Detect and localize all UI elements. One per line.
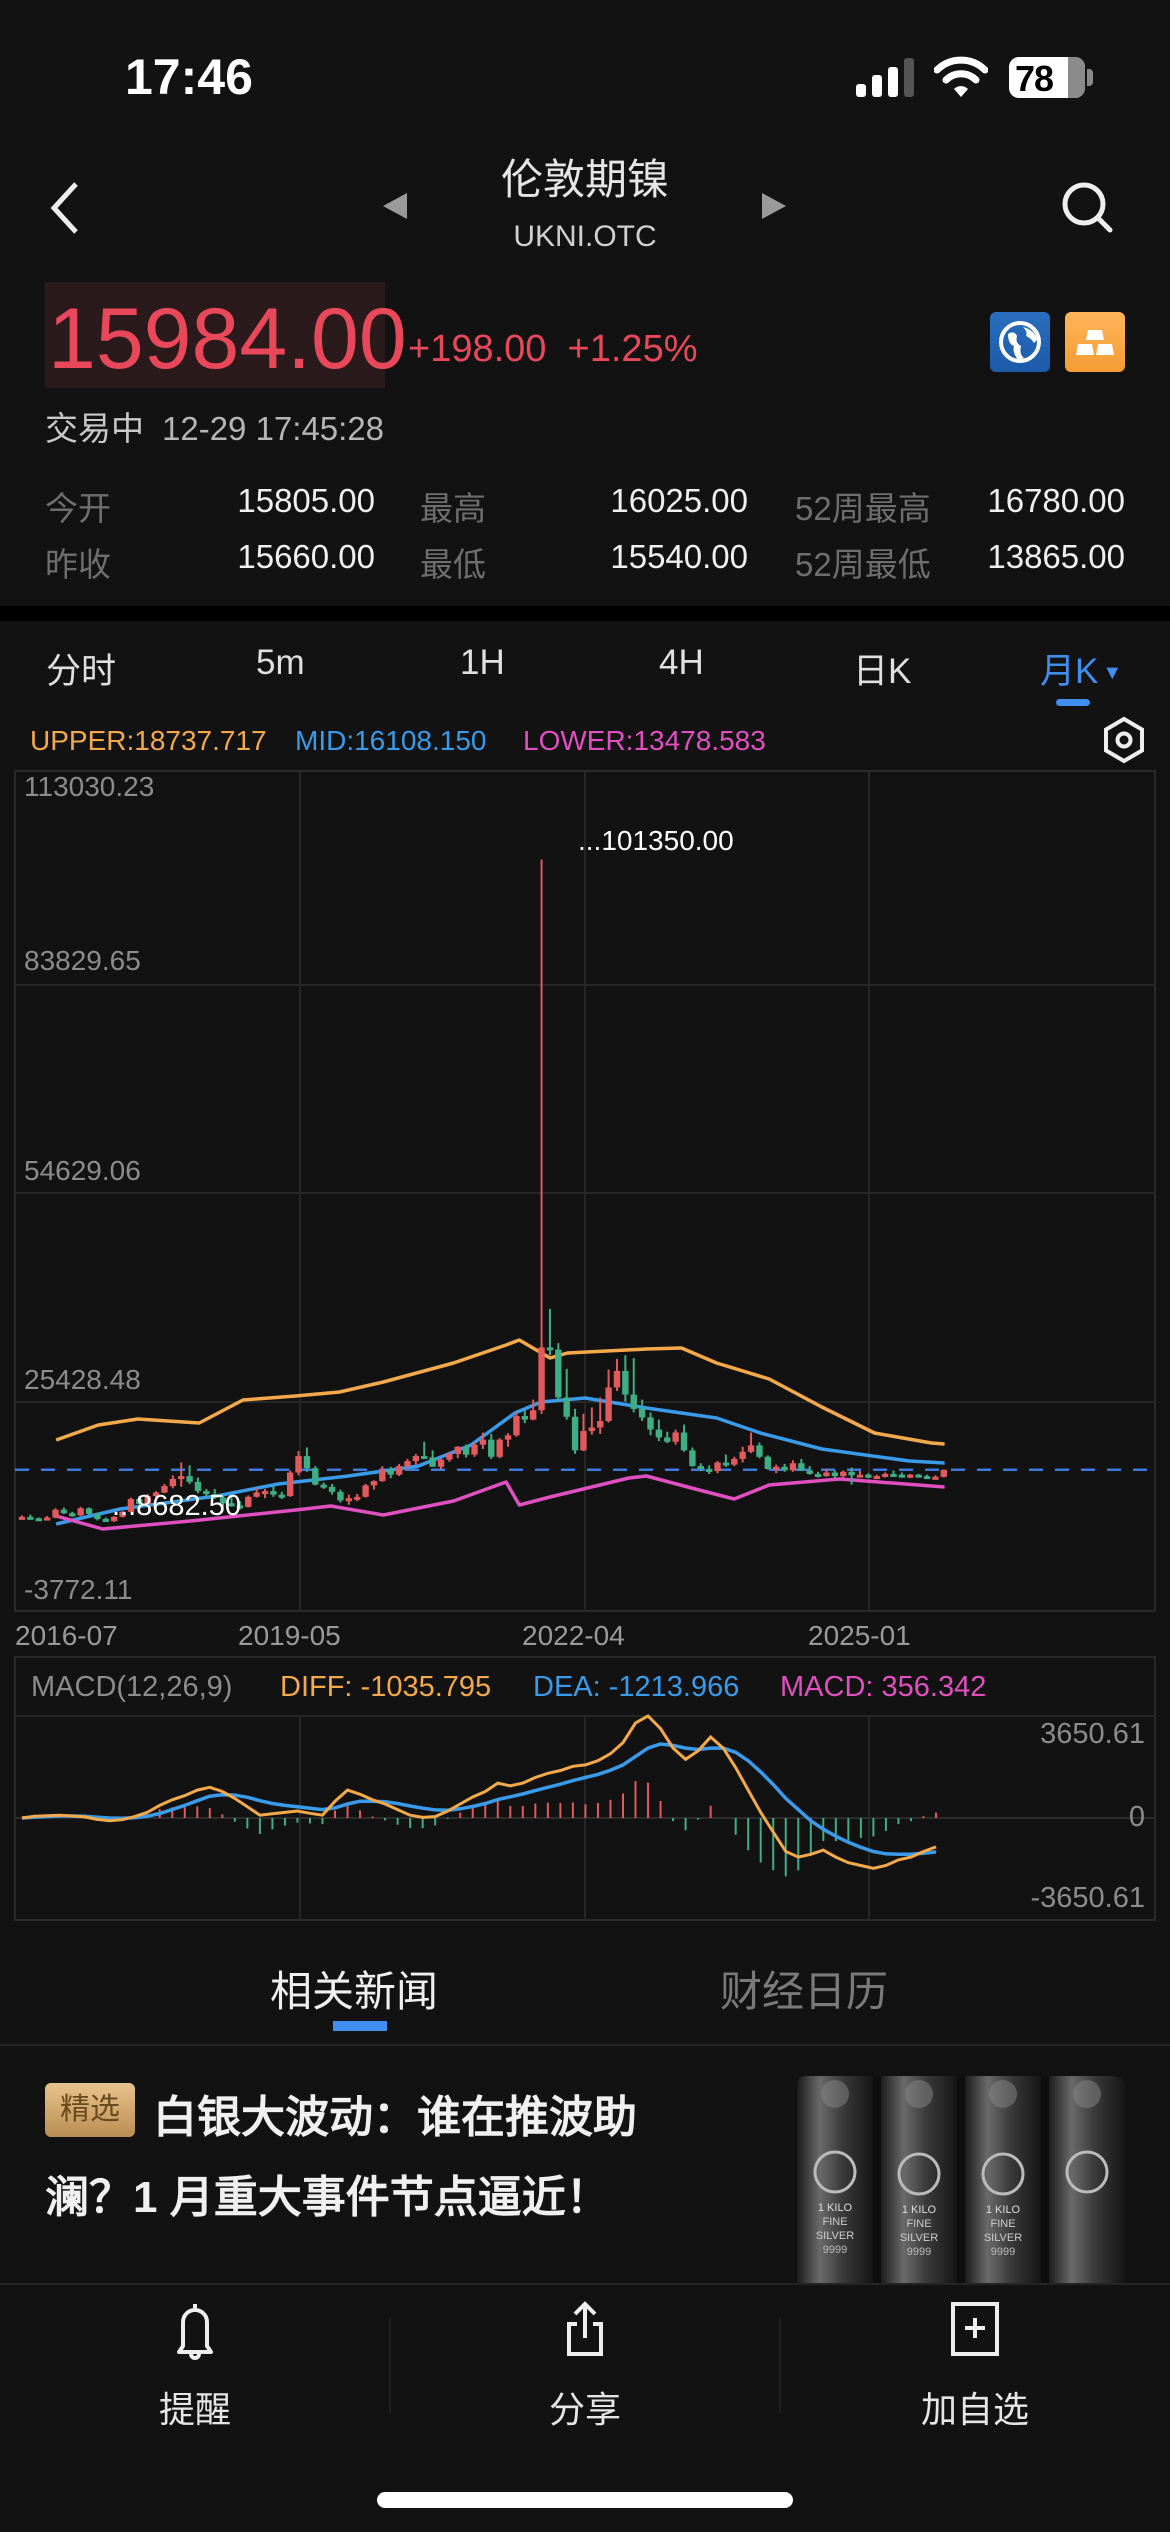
y-tick-label: 54629.06 (24, 1155, 141, 1186)
boll-lower-legend: LOWER:13478.583 (523, 725, 766, 756)
x-tick-label: 2025-01 (808, 1620, 911, 1651)
share-label: 分享 (548, 2389, 621, 2430)
max-price-annotation: ...101350.00 (578, 825, 734, 856)
add-watchlist-icon (951, 2302, 999, 2356)
instrument-title: 伦敦期镍 (500, 156, 669, 203)
section-divider (0, 606, 1170, 621)
period-tab-monthly[interactable]: 月K ▼ (1040, 643, 1122, 694)
x-tick-label: 2022-04 (522, 1620, 625, 1651)
stat-label-high: 最高 (420, 490, 486, 527)
add-watchlist-label: 加自选 (920, 2389, 1029, 2430)
stat-value-low: 15540.00 (610, 538, 748, 575)
svg-text:9999: 9999 (823, 2244, 847, 2256)
boll-upper-legend: UPPER:18737.717 (30, 725, 267, 756)
news-thumbnail[interactable]: 1 KILO 1 KILO 1 KILO FINE FINE FINE SILV… (795, 2076, 1125, 2283)
macd-title: MACD(12,26,9) (31, 1671, 233, 1703)
stat-label-prev-close: 昨收 (45, 546, 111, 583)
previous-instrument-arrow-icon[interactable] (383, 193, 407, 219)
svg-text:FINE: FINE (906, 2218, 931, 2230)
home-indicator[interactable] (377, 2492, 793, 2508)
period-tab-4h[interactable]: 4H (659, 643, 704, 682)
macd-value-legend: MACD: 356.342 (780, 1671, 987, 1703)
svg-text:9999: 9999 (907, 2246, 931, 2258)
featured-badge: 精选 (45, 2083, 135, 2137)
macd-dea-legend: DEA: -1213.966 (533, 1671, 740, 1703)
x-tick-label: 2016-07 (15, 1620, 118, 1651)
stat-value-open: 15805.00 (237, 482, 375, 519)
period-tab-monthly-label: 月K (1040, 652, 1099, 691)
change-percent: +1.25% (567, 328, 698, 370)
bottom-divider (779, 2318, 781, 2413)
news-tab-calendar[interactable]: 财经日历 (720, 1968, 889, 2015)
stat-value-52w-low: 13865.00 (987, 538, 1125, 575)
svg-text:SILVER: SILVER (984, 2232, 1022, 2244)
svg-text:9999: 9999 (991, 2246, 1015, 2258)
stat-label-open: 今开 (45, 490, 111, 527)
battery-level: 78 (1015, 58, 1054, 98)
news-divider (0, 2044, 1170, 2046)
price-change: +198.00 +1.25% (408, 328, 698, 371)
svg-text:1 KILO: 1 KILO (902, 2204, 937, 2216)
stat-label-low: 最低 (420, 546, 486, 583)
change-value: +198.00 (408, 328, 547, 370)
macd-y-tick: 0 (1128, 1801, 1145, 1833)
stat-value-prev-close: 15660.00 (237, 538, 375, 575)
cellular-signal-icon (856, 58, 914, 97)
y-tick-label: 25428.48 (24, 1364, 141, 1395)
market-status: 交易中 12-29 17:45:28 (45, 402, 384, 450)
period-tab-1h[interactable]: 1H (460, 643, 505, 682)
globe-market-icon[interactable] (990, 312, 1050, 372)
macd-y-tick: -3650.61 (1030, 1882, 1146, 1914)
boll-mid-legend: MID:16108.150 (295, 725, 487, 756)
bell-icon (177, 2304, 213, 2360)
bottom-divider (389, 2318, 391, 2413)
share-button[interactable]: 分享 (390, 2300, 780, 2433)
news-tab-related[interactable]: 相关新闻 (270, 1968, 439, 2015)
stat-value-52w-high: 16780.00 (987, 482, 1125, 519)
min-price-annotation: ...8682.50 (112, 1490, 241, 1522)
stat-value-high: 16025.00 (610, 482, 748, 519)
battery-icon: 78 (1009, 57, 1085, 98)
alert-label: 提醒 (158, 2389, 231, 2430)
status-time: 17:46 (125, 49, 253, 105)
quote-timestamp: 12-29 17:45:28 (162, 410, 385, 447)
svg-text:SILVER: SILVER (816, 2230, 854, 2242)
stat-label-52w-low: 52周最低 (795, 546, 931, 583)
last-price: 15984.00 (48, 291, 407, 387)
instrument-symbol: UKNI.OTC (513, 220, 657, 253)
dropdown-caret-icon: ▼ (1102, 662, 1123, 685)
search-icon[interactable] (1060, 180, 1116, 236)
period-tab-intraday[interactable]: 分时 (46, 652, 117, 691)
battery-nub (1087, 69, 1093, 86)
back-chevron-icon[interactable] (44, 178, 88, 238)
svg-text:FINE: FINE (990, 2218, 1015, 2230)
wifi-icon (934, 56, 988, 97)
svg-text:FINE: FINE (822, 2216, 847, 2228)
thumb-text: 1 KILO (818, 2202, 853, 2214)
y-tick-label: 83829.65 (24, 945, 141, 976)
macd-diff-legend: DIFF: -1035.795 (280, 1671, 492, 1703)
candlestick-chart[interactable] (0, 0, 1170, 1700)
gold-bars-icon[interactable] (1065, 312, 1125, 372)
x-tick-label: 2019-05 (238, 1620, 341, 1651)
macd-chart[interactable] (0, 0, 1170, 1930)
macd-y-tick: 3650.61 (1040, 1718, 1145, 1750)
period-tab-5m[interactable]: 5m (256, 643, 305, 682)
chart-settings-icon[interactable] (1100, 716, 1148, 764)
period-tab-daily[interactable]: 日K (853, 652, 912, 691)
svg-text:1 KILO: 1 KILO (986, 2204, 1021, 2216)
y-tick-label: 113030.23 (24, 771, 155, 802)
active-tab-indicator (1056, 699, 1090, 706)
news-tab-indicator (333, 2021, 387, 2031)
svg-text:SILVER: SILVER (900, 2232, 938, 2244)
stat-label-52w-high: 52周最高 (795, 490, 931, 527)
trading-state: 交易中 (45, 410, 144, 447)
share-icon (567, 2301, 603, 2356)
next-instrument-arrow-icon[interactable] (762, 193, 786, 219)
y-tick-label: -3772.11 (24, 1574, 133, 1605)
price-highlight (45, 282, 385, 388)
news-headline[interactable]: 白银大波动：谁在推波助澜？1 月重大事件节点逼近！ (45, 2093, 637, 2222)
add-watchlist-button[interactable]: 加自选 (780, 2300, 1170, 2433)
alert-button[interactable]: 提醒 (0, 2300, 390, 2433)
